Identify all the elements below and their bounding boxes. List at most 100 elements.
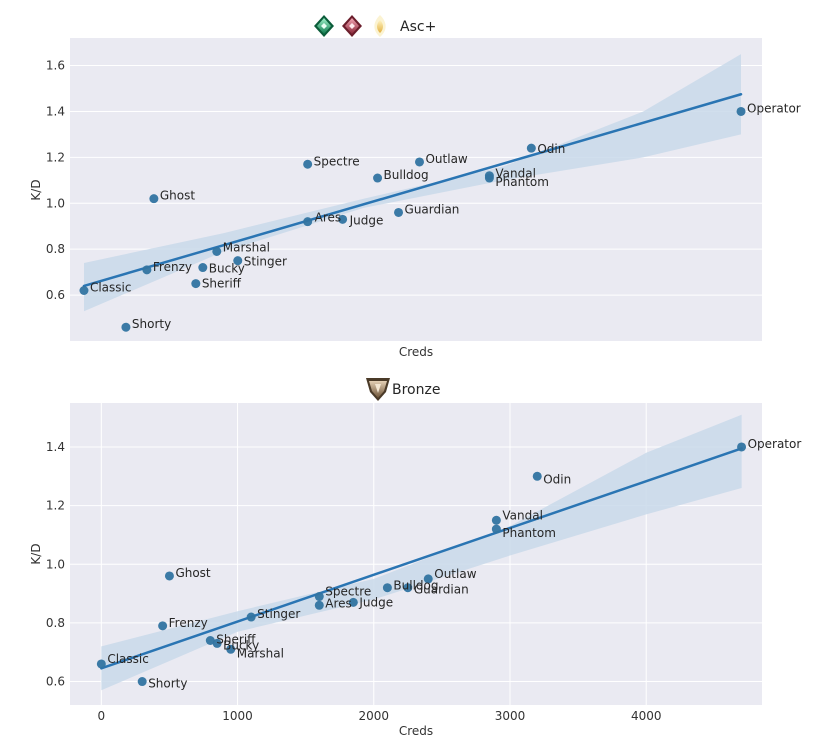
y-tick-label: 1.0 (46, 557, 65, 571)
point-phantom (484, 173, 494, 183)
point-sheriff (191, 279, 201, 289)
y-tick-label: 0.8 (46, 616, 65, 630)
regression-line (100, 447, 743, 670)
y-tick-label: 0.6 (46, 675, 65, 689)
point-operator (736, 106, 746, 116)
point-label-bulldog: Bulldog (393, 579, 438, 593)
point-odin (532, 471, 542, 481)
point-odin (526, 143, 536, 153)
point-marshal (226, 644, 236, 654)
x-tick-label: 3000 (495, 709, 526, 723)
point-label-outlaw: Outlaw (425, 152, 467, 166)
point-bucky (198, 263, 208, 273)
point-sheriff (205, 635, 215, 645)
y-tick-label: 1.2 (46, 150, 65, 164)
point-outlaw (414, 157, 424, 167)
point-label-ghost: Ghost (175, 566, 210, 580)
point-label-bulldog: Bulldog (384, 168, 429, 182)
point-frenzy (142, 265, 152, 275)
confidence-band (101, 414, 742, 691)
point-label-vandal: Vandal (495, 167, 536, 181)
point-label-operator: Operator (748, 437, 802, 451)
chart-title: Bronze (392, 382, 440, 398)
point-label-phantom: Phantom (495, 175, 549, 189)
title-icons (366, 378, 390, 401)
point-label-marshal: Marshal (223, 240, 270, 254)
point-shorty (121, 322, 131, 332)
point-label-judge: Judge (358, 595, 393, 609)
y-axis-label: K/D (29, 543, 43, 564)
point-label-stinger: Stinger (244, 255, 287, 269)
point-label-sheriff: Sheriff (202, 277, 242, 291)
point-ghost (149, 194, 159, 204)
point-label-stinger: Stinger (257, 607, 300, 621)
point-label-guardian: Guardian (414, 583, 469, 597)
point-operator (737, 442, 747, 452)
point-label-vandal: Vandal (502, 508, 543, 522)
point-label-ghost: Ghost (160, 189, 195, 203)
x-axis-label: Creds (399, 345, 433, 359)
x-tick-label: 0 (98, 709, 106, 723)
point-label-marshal: Marshal (237, 646, 284, 660)
y-tick-label: 0.8 (46, 242, 65, 256)
point-ares (314, 600, 324, 610)
point-bulldog (373, 173, 383, 183)
regression-line (82, 92, 743, 288)
x-tick-label: 4000 (631, 709, 662, 723)
title-icons (314, 15, 386, 37)
point-label-shorty: Shorty (132, 317, 171, 331)
point-label-classic: Classic (90, 281, 132, 295)
point-label-frenzy: Frenzy (153, 260, 192, 274)
point-spectre (303, 159, 313, 169)
point-guardian (394, 207, 404, 217)
x-tick-label: 2000 (358, 709, 389, 723)
point-bucky (212, 638, 222, 648)
point-spectre (314, 592, 324, 602)
point-label-classic: Classic (107, 652, 149, 666)
point-marshal (212, 246, 222, 256)
y-tick-label: 1.4 (46, 440, 65, 454)
point-phantom (491, 524, 501, 534)
point-label-guardian: Guardian (405, 202, 460, 216)
point-frenzy (158, 621, 168, 631)
y-tick-label: 1.2 (46, 499, 65, 513)
gold-rank-wing-icon (374, 15, 386, 37)
bronze-rank-icon (366, 378, 390, 401)
point-label-odin: Odin (537, 142, 565, 156)
y-tick-label: 1.6 (46, 59, 65, 73)
point-vandal (491, 515, 501, 525)
chart-title: Asc+ (400, 19, 436, 35)
point-outlaw (423, 574, 433, 584)
point-classic (96, 659, 106, 669)
point-label-ares: Ares (315, 211, 342, 225)
chart-bronze: Classic Shorty Frenzy Ghost SheriffBuckyMars… (29, 378, 801, 738)
green-rank-gem-icon (314, 15, 334, 37)
y-axis-label: K/D (29, 179, 43, 200)
y-tick-label: 1.0 (46, 196, 65, 210)
point-label-bucky: Bucky (209, 262, 245, 276)
point-label-outlaw: Outlaw (434, 567, 476, 581)
point-label-spectre: Spectre (314, 154, 360, 168)
point-ares (303, 217, 313, 227)
point-label-bucky: Bucky (223, 638, 259, 652)
point-classic (79, 286, 89, 295)
point-label-sheriff: Sheriff (216, 632, 256, 646)
point-stinger (233, 256, 243, 266)
point-label-ares: Ares (325, 596, 352, 610)
point-label-spectre: Spectre (325, 585, 371, 599)
point-judge (338, 214, 348, 224)
point-guardian (403, 583, 413, 593)
point-shorty (137, 677, 147, 687)
point-label-judge: Judge (349, 213, 384, 227)
point-bulldog (382, 583, 392, 593)
y-tick-label: 1.4 (46, 104, 65, 118)
red-rank-gem-icon (342, 15, 362, 37)
x-tick-label: 1000 (222, 709, 253, 723)
point-label-odin: Odin (543, 472, 571, 486)
point-judge (348, 597, 358, 607)
y-tick-label: 0.6 (46, 288, 65, 302)
point-label-operator: Operator (747, 101, 801, 115)
point-label-phantom: Phantom (502, 526, 556, 540)
